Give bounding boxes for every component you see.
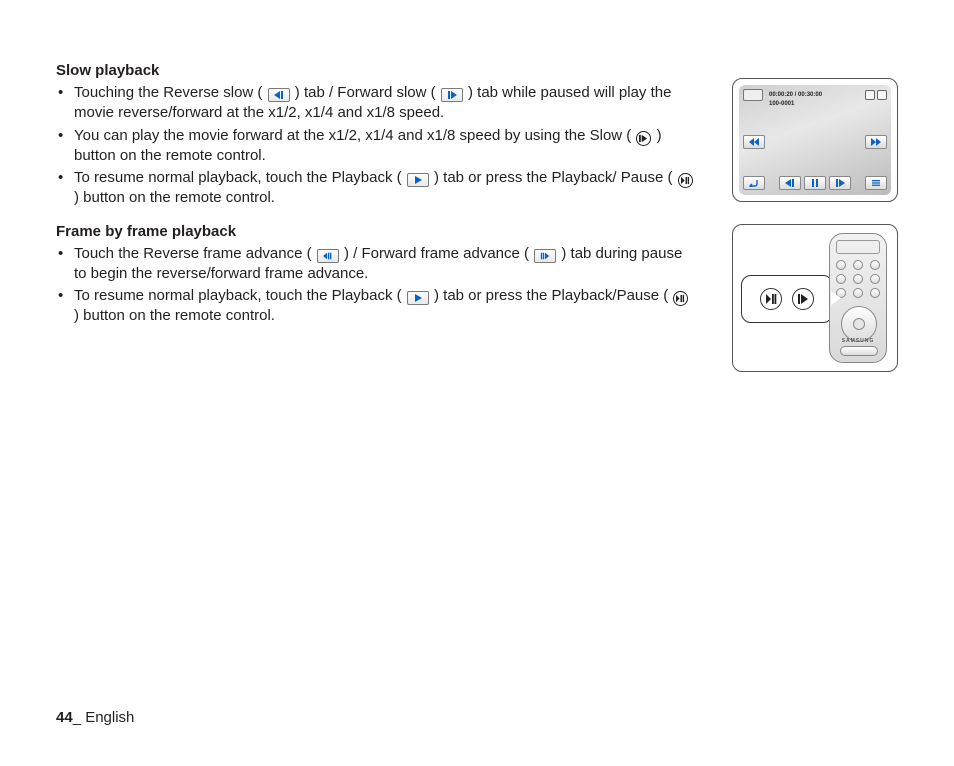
remote-button[interactable]	[870, 260, 880, 270]
return-button[interactable]	[743, 176, 765, 190]
text: To resume normal playback, touch the Pla…	[74, 169, 402, 186]
remote-button[interactable]	[853, 260, 863, 270]
play-pause-circle-icon	[760, 288, 782, 310]
text: ) / Forward frame advance (	[344, 245, 529, 262]
playback-icon	[407, 291, 429, 305]
reverse-frame-icon	[317, 249, 339, 263]
page-footer: 44_ English	[56, 709, 134, 726]
remote-brand-label: SAMSUNG	[830, 338, 886, 344]
slow-circle-icon	[636, 131, 651, 146]
play-pause-circle-icon	[678, 173, 693, 188]
playback-icon	[407, 173, 429, 187]
slow-playback-list: Touching the Reverse slow ( ) tab / Forw…	[56, 83, 696, 209]
page: Slow playback Touching the Reverse slow …	[0, 0, 954, 766]
content-column: Slow playback Touching the Reverse slow …	[56, 62, 696, 327]
status-icon	[877, 90, 887, 100]
text: ) button on the remote control.	[74, 189, 275, 206]
lcd-clip-id: 100-0001	[769, 101, 794, 107]
lcd-panel: 00:00:20 / 00:30:00 100-0001	[732, 78, 898, 202]
mode-badge-icon	[743, 89, 763, 101]
remote-dpad[interactable]	[841, 306, 877, 342]
reverse-slow-icon	[268, 88, 290, 102]
pause-button[interactable]	[804, 176, 826, 190]
text: Touch the Reverse frame advance (	[74, 245, 312, 262]
footer-lang: English	[85, 709, 134, 726]
remote-button[interactable]	[870, 274, 880, 284]
page-number: 44	[56, 709, 73, 726]
remote-panel: SAMSUNG	[732, 224, 898, 372]
skip-back-button[interactable]	[743, 135, 765, 149]
menu-button[interactable]	[865, 176, 887, 190]
forward-slow-button[interactable]	[829, 176, 851, 190]
callout-bubble	[741, 275, 833, 323]
slow-item-3: To resume normal playback, touch the Pla…	[56, 168, 696, 209]
remote-top-area	[836, 240, 880, 254]
remote-button[interactable]	[853, 288, 863, 298]
footer-sep: _	[73, 709, 86, 726]
text: Touching the Reverse slow (	[74, 84, 262, 101]
heading-frame-playback: Frame by frame playback	[56, 223, 696, 240]
remote-bottom-button[interactable]	[840, 346, 878, 356]
play-pause-circle-icon	[673, 291, 688, 306]
text: ) tab / Forward slow (	[295, 84, 436, 101]
remote-button[interactable]	[853, 274, 863, 284]
skip-forward-button[interactable]	[865, 135, 887, 149]
text: ) tab or press the Playback/ Pause (	[434, 169, 672, 186]
slow-item-1: Touching the Reverse slow ( ) tab / Forw…	[56, 83, 696, 124]
remote-button[interactable]	[870, 288, 880, 298]
status-icon	[865, 90, 875, 100]
lcd-bottom-bar	[743, 176, 887, 192]
lcd-top-bar: 00:00:20 / 00:30:00	[743, 88, 887, 102]
text: ) tab or press the Playback/Pause (	[434, 287, 668, 304]
reverse-slow-button[interactable]	[779, 176, 801, 190]
lcd-screen: 00:00:20 / 00:30:00 100-0001	[739, 85, 891, 195]
remote-button[interactable]	[836, 260, 846, 270]
text: To resume normal playback, touch the Pla…	[74, 287, 402, 304]
forward-frame-icon	[534, 249, 556, 263]
frame-playback-list: Touch the Reverse frame advance ( ) / Fo…	[56, 244, 696, 327]
remote-button[interactable]	[836, 274, 846, 284]
text: You can play the movie forward at the x1…	[74, 127, 631, 144]
frame-item-2: To resume normal playback, touch the Pla…	[56, 286, 696, 327]
heading-slow-playback: Slow playback	[56, 62, 696, 79]
forward-slow-icon	[441, 88, 463, 102]
lcd-time: 00:00:20 / 00:30:00	[769, 92, 822, 98]
text: ) button on the remote control.	[74, 307, 275, 324]
frame-item-1: Touch the Reverse frame advance ( ) / Fo…	[56, 244, 696, 285]
slow-circle-icon	[792, 288, 814, 310]
slow-item-2: You can play the movie forward at the x1…	[56, 126, 696, 167]
remote-dpad-center[interactable]	[853, 318, 865, 330]
